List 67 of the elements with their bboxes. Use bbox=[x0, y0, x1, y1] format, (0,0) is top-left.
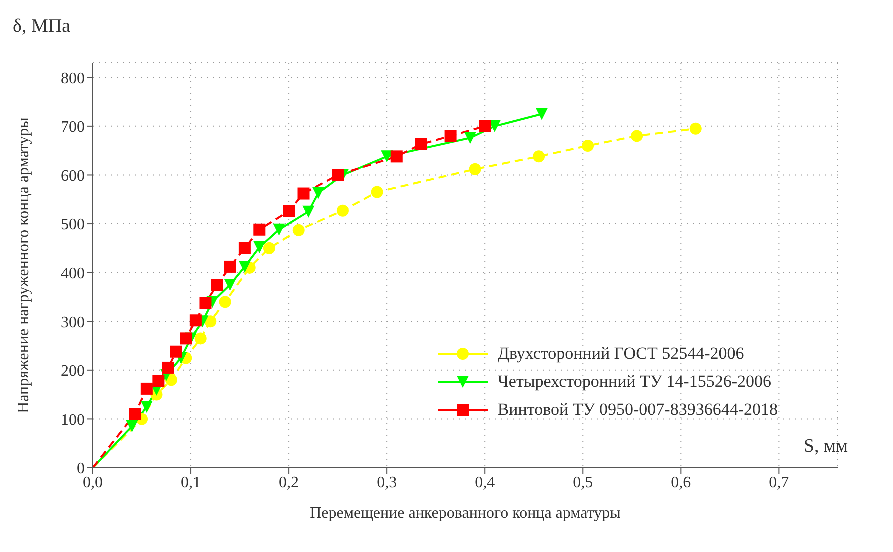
point bbox=[204, 316, 217, 328]
y-tick-label: 100 bbox=[61, 412, 85, 429]
x-tick-label: 0,4 bbox=[475, 474, 496, 492]
x-tick-label: 0,1 bbox=[181, 474, 202, 492]
x-tick-label: 0,3 bbox=[377, 474, 398, 492]
y-tick-label: 0 bbox=[77, 460, 85, 478]
y-tick-label: 300 bbox=[61, 314, 85, 332]
point bbox=[170, 346, 182, 358]
legend-label: Винтовой ТУ 0950-007-83936644-2018 bbox=[498, 400, 778, 420]
point bbox=[536, 108, 548, 120]
point bbox=[302, 206, 315, 218]
point bbox=[273, 224, 286, 236]
point bbox=[263, 242, 276, 254]
y-tick-label: 500 bbox=[61, 216, 85, 234]
y-tick-label: 400 bbox=[61, 266, 85, 282]
point bbox=[238, 260, 251, 273]
point bbox=[126, 420, 138, 433]
annotation: S, мм bbox=[804, 436, 848, 458]
x-tick-label: 0,6 bbox=[671, 474, 692, 492]
point bbox=[631, 130, 644, 142]
point bbox=[415, 138, 428, 150]
y-tick-label: 800 bbox=[61, 70, 85, 88]
x-tick-label: 0,2 bbox=[279, 474, 300, 492]
point bbox=[444, 130, 457, 142]
point bbox=[238, 242, 251, 254]
point bbox=[332, 169, 344, 182]
legend-label: Двухсторонний ГОСТ 52544-2006 bbox=[498, 344, 744, 364]
point bbox=[292, 224, 305, 236]
point bbox=[312, 187, 324, 200]
y-tick-label: 700 bbox=[61, 119, 85, 136]
point bbox=[298, 188, 310, 200]
point bbox=[690, 122, 702, 135]
point bbox=[140, 382, 153, 395]
point bbox=[533, 150, 546, 163]
point bbox=[469, 163, 482, 176]
x-tick-label: 0,0 bbox=[83, 474, 103, 492]
point bbox=[479, 120, 492, 132]
point bbox=[190, 314, 202, 327]
point bbox=[582, 140, 594, 152]
x-axis-title: Перемещение анкерованного конца арматуры bbox=[310, 505, 622, 522]
y-axis-title: Напряжение нагруженного конца арматуры bbox=[16, 117, 33, 414]
point bbox=[371, 186, 384, 198]
point bbox=[254, 241, 266, 254]
point bbox=[390, 150, 403, 163]
point bbox=[162, 362, 174, 374]
point bbox=[283, 205, 296, 218]
point bbox=[140, 401, 153, 414]
point bbox=[464, 132, 476, 144]
point bbox=[180, 332, 192, 345]
point bbox=[219, 296, 232, 308]
point bbox=[211, 279, 224, 292]
point bbox=[152, 375, 165, 388]
point bbox=[381, 150, 394, 163]
legend-label: Четырехсторонний ТУ 14-15526-2006 bbox=[498, 372, 772, 392]
point bbox=[224, 260, 236, 273]
y-tick-label: 200 bbox=[61, 363, 85, 380]
y-tick-label: 600 bbox=[61, 168, 85, 185]
point bbox=[194, 332, 207, 345]
point bbox=[224, 279, 236, 292]
x-tick-label: 0,5 bbox=[573, 474, 594, 492]
point bbox=[254, 224, 266, 236]
point bbox=[129, 408, 142, 420]
point bbox=[488, 120, 501, 132]
point bbox=[336, 204, 349, 217]
point bbox=[200, 297, 212, 310]
x-tick-label: 0,7 bbox=[769, 474, 790, 492]
text: δ, МПа bbox=[13, 16, 71, 38]
